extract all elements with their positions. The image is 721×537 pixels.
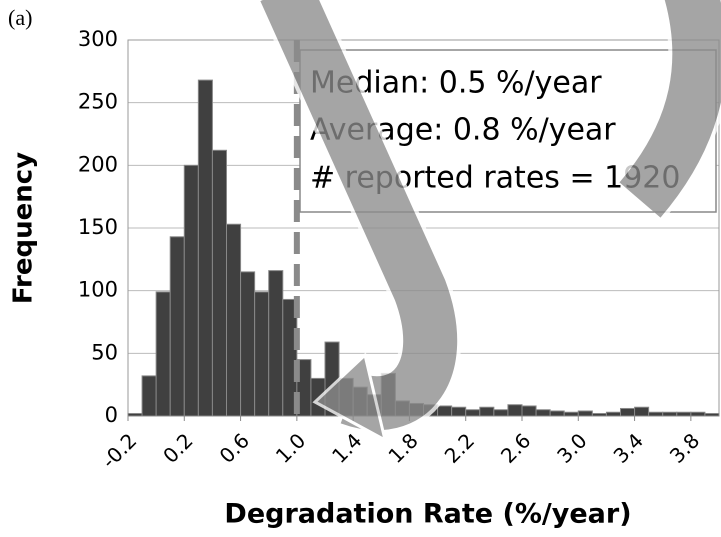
bar [649,412,663,416]
bar [184,165,198,416]
bar [212,150,226,416]
panel-label: (a) [8,5,32,30]
bar [705,413,719,416]
bar [564,412,578,416]
bar [691,412,705,416]
x-tick-label: 0.6 [215,428,254,467]
bar [536,410,550,416]
x-tick-label: 3.0 [552,428,591,467]
x-axis-label: Degradation Rate (%/year) [224,499,631,530]
bar [269,271,283,416]
x-tick-label: 0.2 [158,428,197,467]
bar [621,408,635,416]
bar [142,376,156,416]
y-tick-label: 0 [105,403,118,427]
bar [128,413,142,416]
y-tick-label: 300 [78,27,118,51]
y-tick-label: 100 [78,278,118,302]
bar [508,405,522,416]
x-tick-label: 1.8 [383,428,422,467]
bar [241,272,255,416]
bar [663,412,677,416]
chart: 0 50 100 150 200 250 300 -0.2 0.2 0.6 1.0 1.4 1.8 2.2… [0,0,721,533]
bar [494,410,508,416]
x-tick-label: 2.2 [440,428,479,467]
x-tick-label: 2.6 [496,428,535,467]
bar [606,412,620,416]
x-tick-label: 3.4 [609,428,648,467]
bar [438,406,452,416]
bar [156,292,170,416]
y-tick-label: 200 [78,152,118,176]
bar [522,406,536,416]
bar [198,80,212,416]
x-tick-label: 1.0 [271,428,310,467]
bar [592,413,606,416]
bar [255,292,269,416]
page: 0 50 100 150 200 250 300 -0.2 0.2 0.6 1.0 1.4 1.8 2.2… [0,0,721,533]
x-tick-label: -0.2 [97,428,142,473]
bar [170,237,184,416]
bar [677,412,691,416]
bar [480,407,494,416]
y-tick-label: 50 [91,340,118,364]
bar [452,407,466,416]
bar [227,224,241,416]
x-tick-label: 3.8 [665,428,704,467]
y-axis-label: Frequency [9,152,39,304]
bar [578,411,592,416]
bar [466,410,480,416]
bar [550,411,564,416]
x-tick-label: 1.4 [327,428,366,467]
bar [635,407,649,416]
y-tick-label: 150 [78,215,118,239]
y-tick-label: 250 [78,90,118,114]
